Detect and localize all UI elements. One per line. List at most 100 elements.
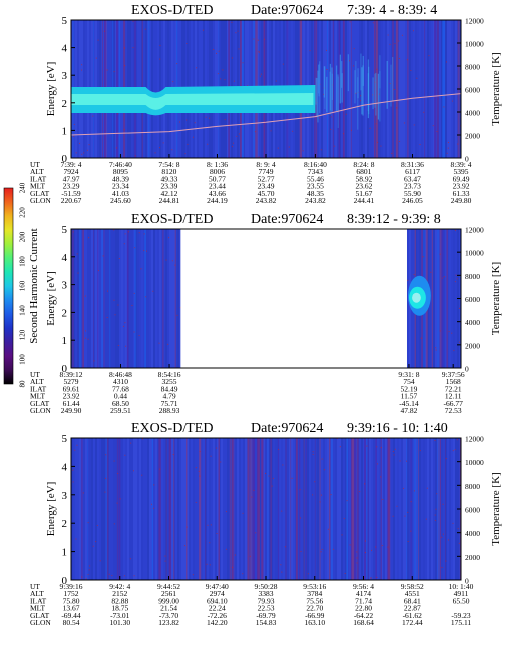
- spectrogram-strip: [131, 438, 133, 580]
- spectrogram-strip: [307, 438, 309, 580]
- orbit-row-label: GLON: [30, 196, 51, 205]
- band-tail: [368, 66, 370, 115]
- spectrogram-2: [71, 229, 461, 368]
- spectrogram-streak: [440, 438, 442, 580]
- spectrogram-speck: [378, 93, 380, 95]
- orbit-cell: 55.46: [307, 174, 324, 183]
- spectrogram-speck: [159, 58, 161, 60]
- spectrogram-strip: [439, 438, 441, 580]
- orbit-cell: 72.53: [445, 406, 462, 415]
- spectrogram-speck: [369, 127, 371, 129]
- spectrogram-speck: [87, 338, 89, 340]
- panel-1: EXOS-D/TED Date:970624 7:39: 4 - 8:39: 4 0 1…: [30, 3, 502, 205]
- colorbar-tick-label: 180: [19, 256, 27, 267]
- spectrogram-speck: [371, 549, 373, 551]
- band-tail: [319, 61, 321, 114]
- spectrogram-speck: [265, 472, 267, 474]
- colorbar-tick-label: 240: [19, 182, 27, 193]
- spectrogram-streak: [174, 229, 176, 368]
- spectrogram-strip: [263, 438, 265, 580]
- spectrogram-speck: [299, 489, 301, 491]
- spectrogram-speck: [199, 450, 201, 452]
- band-tail: [357, 68, 359, 99]
- spectrogram-speck: [81, 576, 83, 578]
- spectrogram-speck: [132, 20, 134, 22]
- orbit-row-label: MLT: [30, 604, 46, 613]
- spectrogram-speck: [348, 60, 350, 62]
- orbit-cell: -73.70: [159, 611, 179, 620]
- spectrogram-streak: [406, 20, 409, 158]
- spectrogram-speck: [144, 28, 146, 30]
- spectrogram-strip: [321, 438, 323, 580]
- spectrogram-speck: [143, 233, 145, 235]
- orbit-cell: 82.88: [111, 596, 128, 605]
- spectrogram-streak: [326, 20, 329, 158]
- spectrogram-speck: [343, 518, 345, 520]
- orbit-row-label: GLAT: [30, 189, 50, 198]
- emission-band: [408, 275, 431, 316]
- orbit-cell: 42.12: [160, 189, 177, 198]
- spectrogram-strip: [151, 20, 153, 158]
- spectrogram-speck: [451, 332, 453, 334]
- spectrogram-strip: [135, 438, 137, 580]
- energy-tick-label: 4: [62, 43, 68, 55]
- spectrogram-strip: [213, 438, 215, 580]
- spectrogram-speck: [377, 141, 379, 143]
- spectrogram-speck: [330, 116, 332, 118]
- spectrogram-strip: [393, 438, 395, 580]
- spectrogram-speck: [116, 502, 118, 504]
- spectrogram-speck: [275, 80, 277, 82]
- spectrogram-speck: [72, 481, 74, 483]
- spectrogram-speck: [117, 472, 119, 474]
- spectrogram-strip: [255, 438, 257, 580]
- spectrogram-strip: [325, 20, 327, 158]
- spectrogram-speck: [309, 50, 311, 52]
- spectrogram-speck: [442, 533, 444, 535]
- spectrogram-speck: [375, 546, 377, 548]
- spectrogram-speck: [407, 511, 409, 513]
- spectrogram-speck: [292, 130, 294, 132]
- panel-time-range: 9:39:16 - 10: 1:40: [347, 421, 448, 436]
- spectrogram-speck: [123, 47, 125, 49]
- spectrogram-speck: [105, 477, 107, 479]
- spectrogram-speck: [233, 142, 235, 144]
- spectrogram-strip: [355, 438, 357, 580]
- orbit-cell: 52.77: [258, 174, 275, 183]
- spectrogram-streak: [118, 438, 121, 580]
- spectrogram-strip: [179, 438, 181, 580]
- orbit-cell: 41.03: [112, 189, 129, 198]
- spectrogram-speck: [141, 438, 143, 440]
- orbit-cell: 23.55: [307, 182, 324, 191]
- spectrogram-strip: [143, 229, 145, 368]
- spectrogram-speck: [145, 296, 147, 298]
- spectrogram-speck: [320, 149, 322, 151]
- spectrogram-speck: [113, 460, 115, 462]
- spectrogram-speck: [398, 40, 400, 42]
- spectrogram-speck: [281, 571, 283, 573]
- temperature-tick-label: 8000: [465, 482, 480, 491]
- spectrogram-speck: [184, 153, 186, 155]
- spectrogram-strip: [273, 438, 275, 580]
- spectrogram-strip: [115, 229, 117, 368]
- spectrogram-speck: [224, 119, 226, 121]
- temperature-axis: 0 2000 4000 6000 8000 10000 12000 Temperature […: [457, 435, 502, 586]
- spectrogram-speck: [231, 566, 233, 568]
- spectrogram-speck: [344, 572, 346, 574]
- spectrogram-strip: [443, 438, 445, 580]
- orbit-cell: 8:16:40: [304, 160, 327, 169]
- spectrogram-speck: [254, 131, 256, 133]
- temperature-tick-label: 0: [465, 155, 469, 164]
- band-tail: [372, 77, 374, 110]
- orbit-cell: 8006: [210, 167, 225, 176]
- spectrogram-speck: [324, 469, 326, 471]
- spectrogram-speck: [394, 43, 396, 45]
- spectrogram-speck: [124, 233, 126, 235]
- spectrogram-strip: [409, 438, 411, 580]
- spectrogram-speck: [75, 152, 77, 154]
- spectrogram-speck: [111, 575, 113, 577]
- spectrogram-speck: [97, 39, 99, 41]
- orbit-cell: 7749: [259, 167, 274, 176]
- colorbar-tick-label: 140: [19, 305, 27, 316]
- orbit-cell: 288.93: [159, 406, 180, 415]
- spectrogram-strip: [451, 438, 453, 580]
